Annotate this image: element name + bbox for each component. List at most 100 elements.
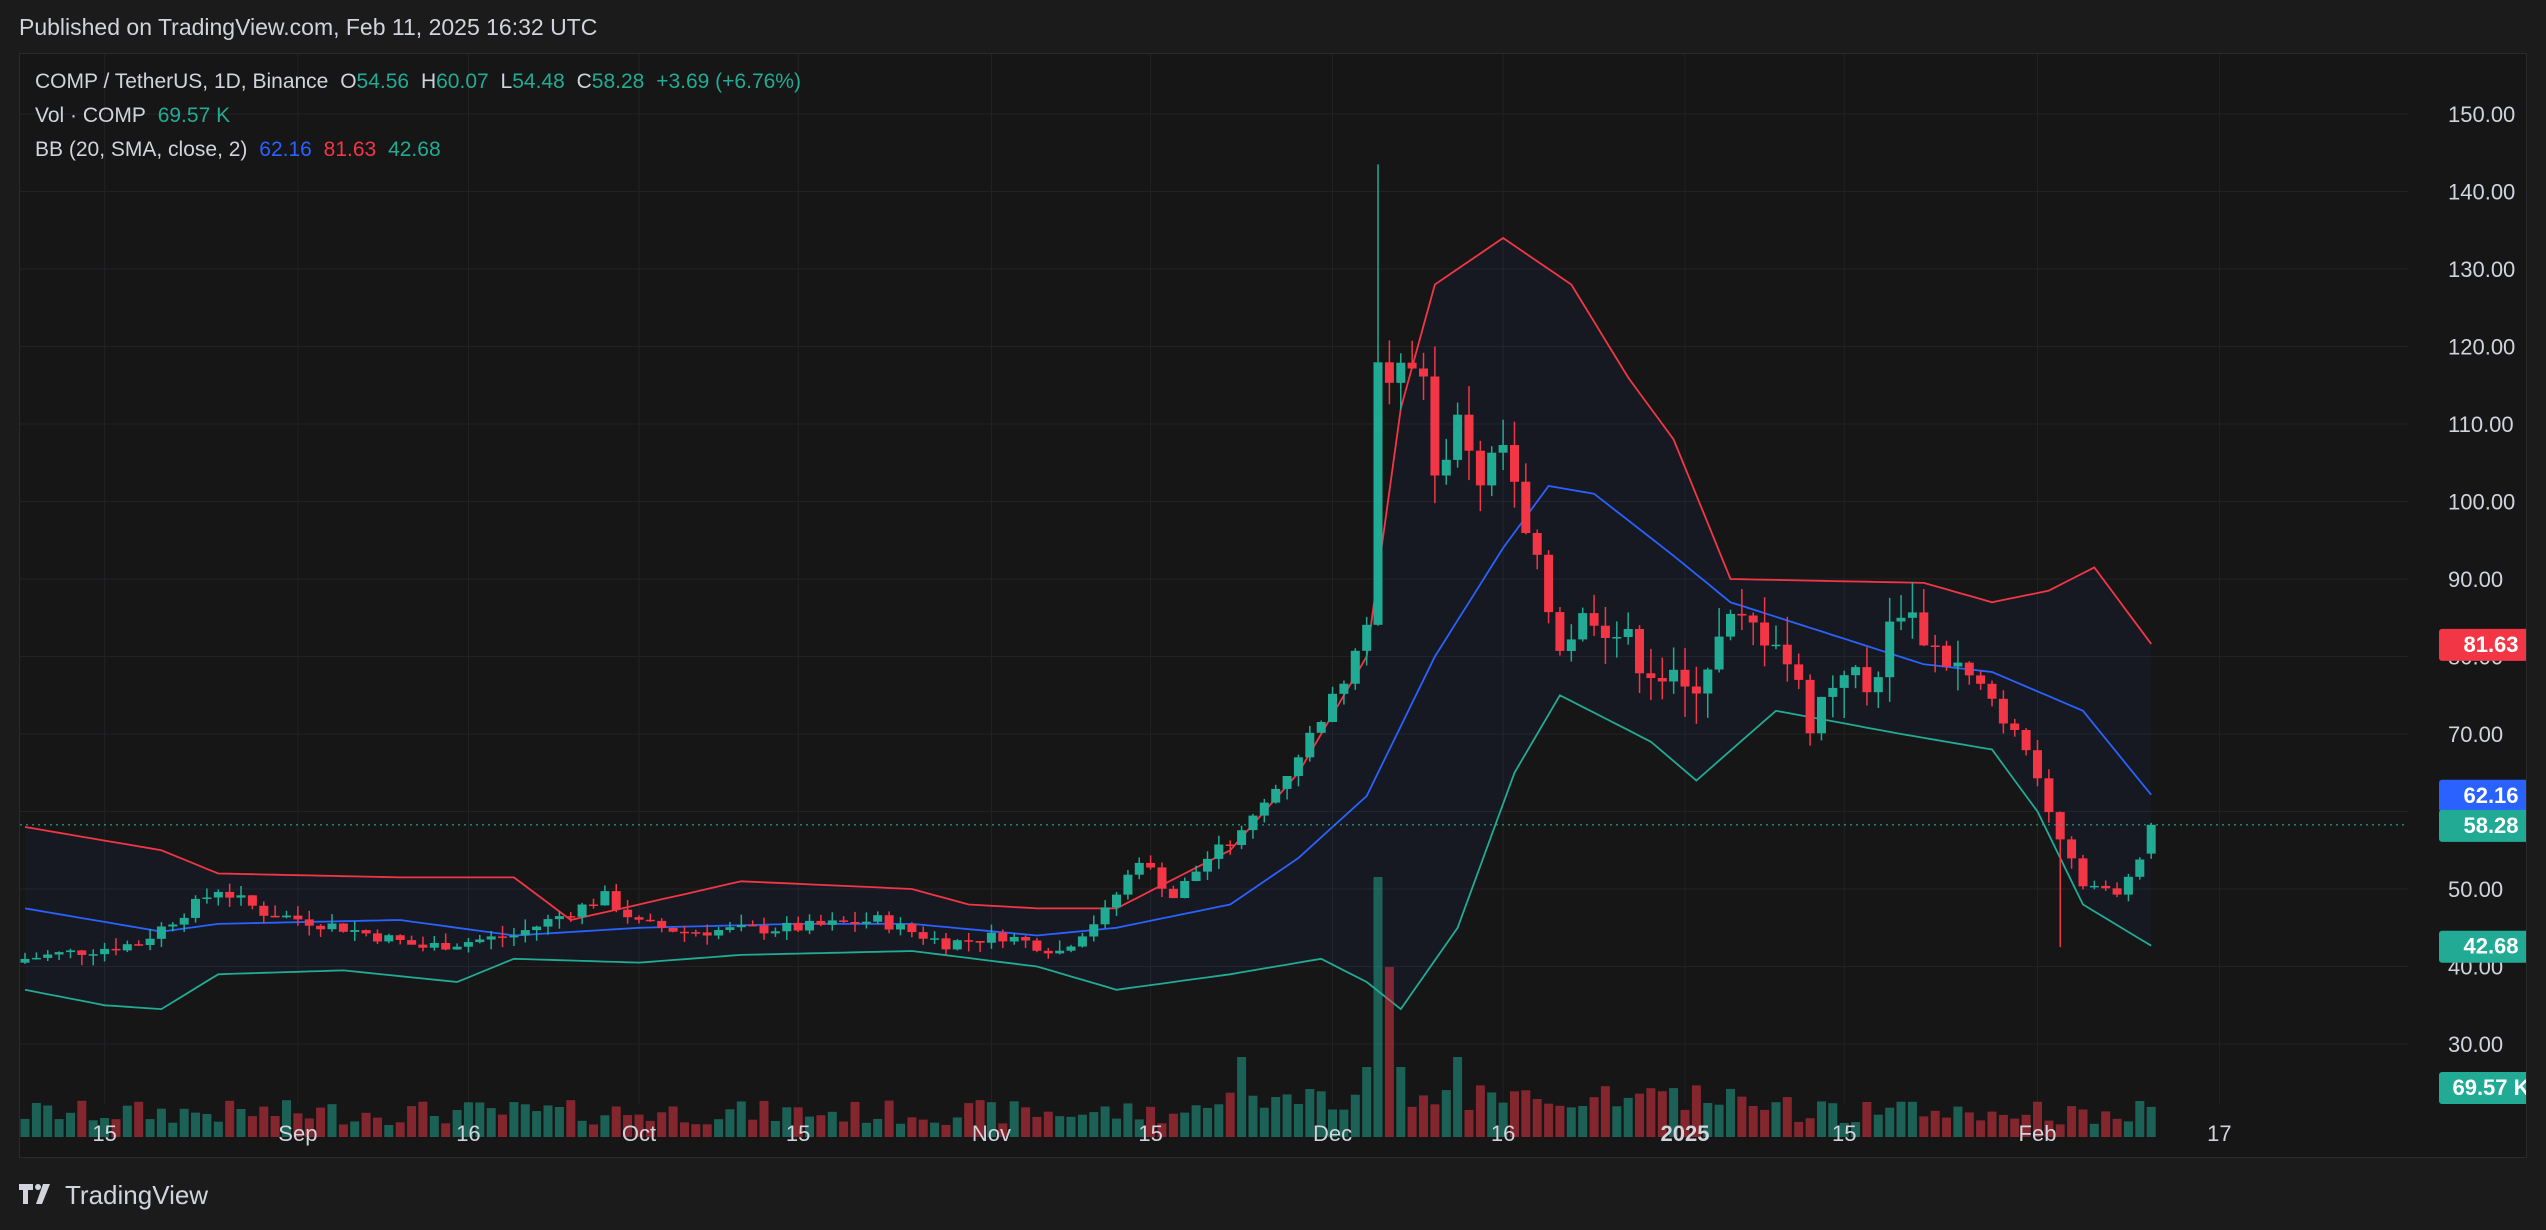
volume-bar	[2123, 1121, 2133, 1137]
tradingview-footer[interactable]: TradingView	[19, 1180, 208, 1211]
candle-body	[2033, 750, 2042, 779]
change-value: +3.69 (+6.76%)	[656, 70, 801, 93]
close-value: 58.28	[591, 70, 645, 93]
high-value: 60.07	[436, 70, 489, 93]
volume-bar	[327, 1104, 337, 1137]
candle-body	[759, 925, 769, 934]
candle-body	[873, 915, 883, 922]
candle-body	[964, 940, 974, 942]
volume-bar	[1464, 1110, 1474, 1137]
candle-body	[839, 920, 849, 922]
volume-bar	[2033, 1101, 2042, 1137]
volume-bar	[1055, 1116, 1065, 1137]
candle-body	[1021, 937, 1031, 941]
chart-frame[interactable]: 150.00 140.00 130.00 120.00 110.00 100.00 90.0…	[19, 53, 2527, 1158]
candle-body	[1373, 362, 1383, 625]
volume-bar	[1612, 1106, 1622, 1137]
volume-bar	[1259, 1107, 1269, 1137]
close-label: C	[576, 70, 592, 93]
volume-bar	[31, 1103, 41, 1137]
volume-bar	[1066, 1116, 1076, 1137]
volume-bar	[1942, 1117, 1951, 1137]
volume-bar	[293, 1113, 303, 1137]
volume-bar	[43, 1105, 53, 1137]
volume-bar	[941, 1124, 951, 1137]
candle-body	[668, 927, 678, 932]
volume-bar	[520, 1104, 530, 1137]
candle-body	[1191, 871, 1201, 881]
candle-body	[1100, 907, 1110, 925]
volume-bar	[1203, 1107, 1212, 1137]
volume-bar	[1510, 1091, 1519, 1137]
candle-body	[350, 930, 360, 932]
volume-bar	[213, 1121, 223, 1137]
low-value: 54.48	[512, 70, 565, 93]
volume-bar	[304, 1118, 314, 1137]
candle-body	[1123, 874, 1133, 895]
volume-bar	[907, 1117, 917, 1137]
bb-lower-value: 42.68	[388, 138, 441, 161]
candle-body	[2135, 859, 2145, 877]
volume-bar	[645, 1120, 655, 1137]
bb-lower-line	[24, 694, 2152, 1011]
volume-bar	[486, 1108, 496, 1137]
candle-body	[1851, 667, 1861, 676]
candle-body	[327, 923, 337, 930]
volume-bar	[668, 1106, 678, 1137]
candle-body	[475, 939, 485, 943]
volume-bar	[88, 1120, 98, 1137]
volume-bar	[725, 1109, 735, 1137]
volume-bar	[1998, 1114, 2008, 1137]
price-tick-label: 30.00	[2448, 1032, 2503, 1057]
volume-bar	[338, 1124, 348, 1137]
candle-body	[1885, 621, 1895, 678]
candle-body	[247, 895, 257, 906]
volume-legend: Vol · COMP 69.57 K	[35, 104, 236, 128]
candle-body	[1055, 950, 1065, 954]
volume-bar	[623, 1115, 633, 1137]
price-tick-label: 130.00	[2448, 257, 2515, 282]
volume-bar	[361, 1112, 371, 1137]
volume-bar	[1237, 1057, 1247, 1137]
candle-body	[1873, 677, 1883, 693]
candle-body	[1157, 867, 1167, 889]
candle-body	[2078, 858, 2088, 887]
candle-body	[1339, 683, 1349, 694]
volume-bar	[1566, 1107, 1576, 1137]
candle-body	[918, 932, 928, 939]
volume-bar	[1112, 1118, 1121, 1137]
volume-bar	[998, 1123, 1008, 1137]
volume-bar	[736, 1101, 746, 1137]
candle-body	[304, 919, 314, 926]
volume-bar	[1589, 1097, 1599, 1137]
volume-bar	[1703, 1103, 1713, 1137]
volume-bar	[1339, 1109, 1349, 1137]
volume-bar	[1441, 1090, 1451, 1137]
candle-body	[1771, 644, 1781, 647]
candle-body	[213, 891, 223, 898]
candle-body	[1214, 844, 1224, 859]
candlestick-chart[interactable]: 150.00 140.00 130.00 120.00 110.00 100.00 90.0…	[20, 54, 2526, 1157]
volume-bar	[1271, 1097, 1281, 1137]
volume-bar	[1168, 1113, 1178, 1137]
volume-bar	[1009, 1101, 1019, 1137]
candle-body	[1589, 613, 1599, 626]
candle-body	[1032, 940, 1042, 951]
price-badge-2	[2439, 809, 2526, 842]
volume-bar	[1794, 1121, 1804, 1137]
volume-bar	[1305, 1089, 1315, 1137]
volume-bar	[2135, 1101, 2145, 1137]
volume-bar	[77, 1100, 87, 1137]
candle-body	[1691, 686, 1701, 694]
candle-body	[1930, 645, 1940, 647]
volume-bar	[1248, 1095, 1258, 1137]
open-value: 54.56	[356, 70, 410, 93]
candle-body	[66, 950, 75, 953]
time-tick-label: Dec	[1313, 1121, 1352, 1146]
volume-bar	[441, 1123, 451, 1137]
volume-bar	[680, 1122, 689, 1137]
volume-bar	[452, 1110, 462, 1137]
volume-bar	[350, 1121, 360, 1137]
candle-body	[1839, 675, 1849, 688]
candle-body	[702, 932, 712, 936]
